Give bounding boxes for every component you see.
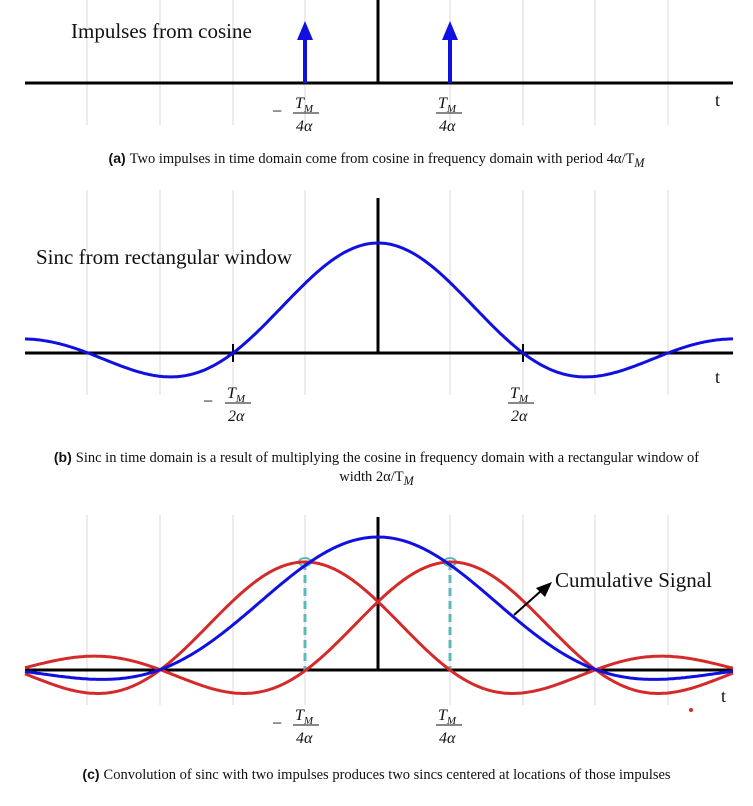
svg-text:TM: TM	[510, 385, 529, 405]
tick-label-neg-tm-4a: − TM 4α	[272, 95, 319, 135]
svg-text:4α: 4α	[439, 118, 456, 135]
caption-c-tag: (c)	[82, 766, 100, 782]
arrow-head-icon	[536, 582, 552, 597]
panel-b-figure: Sinc from rectangular window t − TM 2α T…	[24, 190, 733, 425]
tick-label-neg-tm-4a: − TM 4α	[272, 707, 319, 747]
svg-text:TM: TM	[295, 707, 314, 727]
panel-a-label: Impulses from cosine	[71, 19, 252, 43]
annotation-arrow	[513, 589, 543, 616]
caption-b-text: Sinc in time domain is a result of multi…	[75, 450, 700, 485]
caption-b-sub: M	[403, 473, 414, 488]
impulse-left	[297, 21, 313, 83]
panel-b-label: Sinc from rectangular window	[36, 245, 293, 269]
arrow-up-icon	[297, 21, 313, 40]
caption-a: (a) Two impulses in time domain come from…	[0, 149, 753, 173]
caption-a-tag: (a)	[108, 150, 126, 166]
svg-text:4α: 4α	[296, 730, 313, 747]
svg-text:4α: 4α	[439, 730, 456, 747]
arrow-up-icon	[442, 21, 458, 40]
panel-a-axis-label: t	[715, 90, 720, 110]
panel-c-gridlines	[86, 515, 669, 705]
svg-text:TM: TM	[438, 95, 457, 115]
shifted-sinc-right	[24, 560, 734, 695]
svg-text:TM: TM	[438, 707, 457, 727]
svg-text:−: −	[203, 391, 213, 411]
sinc-curve	[24, 241, 733, 379]
panel-c-axis-label: t	[721, 686, 726, 706]
caption-b-tag: (b)	[53, 449, 72, 465]
caption-b: (b) Sinc in time domain is a result of mu…	[0, 448, 753, 491]
caption-c: (c) Convolution of sinc with two impulses…	[0, 765, 753, 785]
svg-text:2α: 2α	[511, 408, 528, 425]
tick-label-pos-tm-2a: TM 2α	[508, 385, 534, 425]
caption-a-text: Two impulses in time domain come from co…	[129, 151, 635, 167]
impulse-right	[442, 21, 458, 83]
svg-text:2α: 2α	[228, 408, 245, 425]
svg-text:−: −	[272, 713, 282, 733]
panel-a-figure: Impulses from cosine t − TM 4α TM 4α	[25, 0, 733, 135]
caption-c-text: Convolution of sinc with two impulses pr…	[103, 767, 671, 783]
cumulative-signal-curve	[24, 535, 734, 681]
svg-text:TM: TM	[295, 95, 314, 115]
cumulative-signal-label: Cumulative Signal	[555, 568, 712, 592]
panel-c-figure: Cumulative Signal t − TM 4α TM 4α	[24, 515, 734, 747]
tick-label-pos-tm-4a: TM 4α	[436, 95, 462, 135]
svg-text:TM: TM	[227, 385, 246, 405]
svg-text:−: −	[272, 101, 282, 121]
red-dot	[689, 708, 693, 712]
panel-b-gridlines	[86, 190, 669, 395]
tick-label-pos-tm-4a: TM 4α	[436, 707, 462, 747]
svg-text:4α: 4α	[296, 118, 313, 135]
panel-b-axis-label: t	[715, 367, 720, 387]
tick-label-neg-tm-2a: − TM 2α	[203, 385, 251, 425]
caption-a-sub: M	[634, 155, 645, 170]
